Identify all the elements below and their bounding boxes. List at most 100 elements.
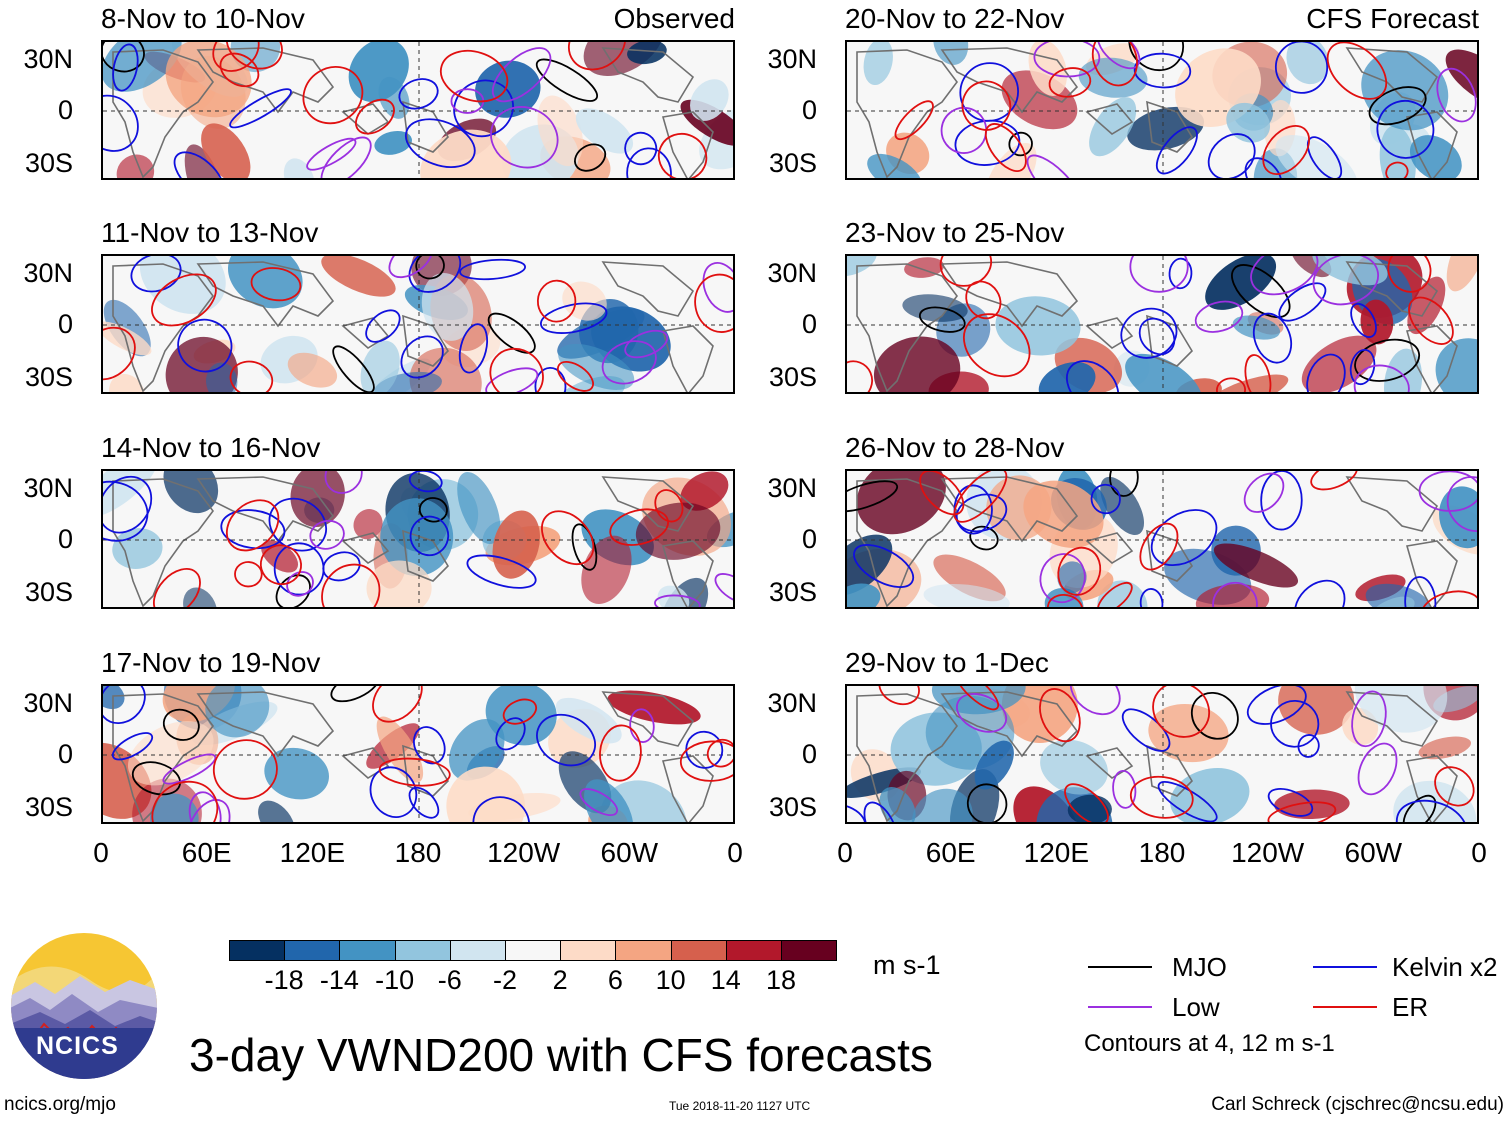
filter-contour [536, 279, 577, 323]
coastline [1146, 100, 1194, 153]
lat-tick-label: 0 [57, 739, 73, 769]
filter-contour [1064, 783, 1109, 822]
filter-contour [571, 523, 598, 571]
anomaly-shade [283, 158, 315, 178]
anomaly-shade [457, 471, 501, 544]
filter-contour [939, 256, 993, 287]
filter-contour [404, 118, 476, 169]
anomaly-shade [911, 788, 973, 822]
coastline [402, 529, 450, 582]
colorbar-tick-label: -2 [492, 965, 518, 995]
filter-contour [1312, 256, 1379, 306]
lat-tick-label: 0 [57, 524, 73, 554]
filter-contour [485, 367, 539, 392]
panel-plot [103, 686, 733, 822]
anomaly-shade [103, 686, 125, 710]
filter-contour [654, 594, 701, 607]
anomaly-shade [264, 747, 329, 800]
anomaly-shade [995, 296, 1081, 356]
filter-contour [1244, 157, 1283, 178]
filter-contour [918, 306, 966, 333]
filter-contour [919, 471, 965, 516]
lon-tick-label: 60E [181, 837, 232, 868]
filter-contour [234, 561, 263, 588]
coastline [1345, 691, 1439, 747]
coastline [341, 532, 390, 564]
colorbar-tick-label: -10 [375, 965, 415, 995]
filter-contour [365, 309, 401, 343]
filter-contour [408, 471, 443, 493]
anomaly-shade [1446, 256, 1477, 292]
filter-contour [103, 475, 153, 534]
anomaly-shade [139, 256, 226, 314]
filter-contour [1129, 775, 1194, 819]
filter-contour [863, 801, 898, 822]
filter-contour [418, 497, 448, 523]
colorbar-tick-label: 14 [710, 965, 741, 995]
filter-contour [212, 739, 278, 800]
lat-tick-label: 0 [57, 309, 73, 339]
filter-contour [963, 313, 1031, 378]
lat-tick-label: 30S [24, 792, 73, 822]
anomaly-shade [867, 153, 922, 178]
filter-contour [330, 686, 380, 703]
filter-contour [229, 88, 292, 129]
filter-contour [1250, 256, 1319, 296]
anomaly-shade [1418, 736, 1472, 760]
anomaly-shade [321, 256, 396, 297]
filter-contour [103, 326, 136, 381]
filter-contour [1262, 125, 1310, 175]
lon-tick-label: 120E [1023, 837, 1090, 868]
filter-contour [111, 732, 154, 761]
panel-title: 17-Nov to 19-Nov [101, 647, 321, 678]
filter-contour [212, 42, 260, 72]
lon-tick-label: 180 [1138, 837, 1186, 868]
colorbar-swatch [725, 940, 782, 961]
filter-contour [103, 480, 149, 542]
filter-contour [487, 312, 536, 354]
footer-url: ncics.org/mjo [4, 1094, 116, 1115]
filter-contour [1418, 471, 1477, 512]
colorbar-swatch [615, 940, 672, 961]
coastline [196, 476, 335, 543]
anomaly-shade [485, 686, 557, 746]
filter-contour [629, 708, 655, 743]
filter-contour [1097, 581, 1133, 607]
panel-plot [103, 256, 733, 392]
colorbar-tick-label: 10 [655, 965, 686, 995]
legend-kelvin-line [1313, 966, 1377, 968]
filter-contour [894, 100, 934, 141]
filter-contour [847, 804, 866, 822]
anomaly-shade [1232, 315, 1281, 340]
filter-contour [1326, 42, 1388, 100]
lat-tick-label: 30N [767, 44, 817, 74]
filter-contour [1267, 801, 1337, 822]
coastline [341, 747, 390, 779]
filter-contour [1152, 686, 1211, 738]
lon-tick-label: 120W [487, 837, 561, 868]
colorbar-swatch [284, 940, 341, 961]
colorbar-swatch [229, 940, 286, 961]
anomaly-shade [1148, 703, 1229, 763]
coastline [601, 476, 695, 532]
lat-tick-label: 30S [24, 148, 73, 178]
anomaly-shade [1023, 480, 1104, 548]
anomaly-shade [933, 42, 969, 65]
filter-contour [624, 131, 658, 166]
coastline [1345, 476, 1439, 532]
coastline [196, 691, 335, 758]
lat-tick-label: 30N [767, 688, 817, 718]
filter-contour [579, 788, 619, 817]
filter-contour [1385, 161, 1409, 178]
coastline [196, 261, 335, 328]
anomaly-shade [657, 585, 690, 607]
colorbar-tick-label: -14 [319, 965, 359, 995]
coastline [341, 103, 390, 135]
anomaly-shade [103, 471, 158, 518]
coastline [661, 325, 714, 392]
anomaly-shade [873, 336, 961, 392]
filter-contour [685, 730, 724, 769]
filter-contour [959, 62, 1019, 122]
filter-contour [495, 717, 526, 751]
filter-contour [714, 573, 733, 604]
